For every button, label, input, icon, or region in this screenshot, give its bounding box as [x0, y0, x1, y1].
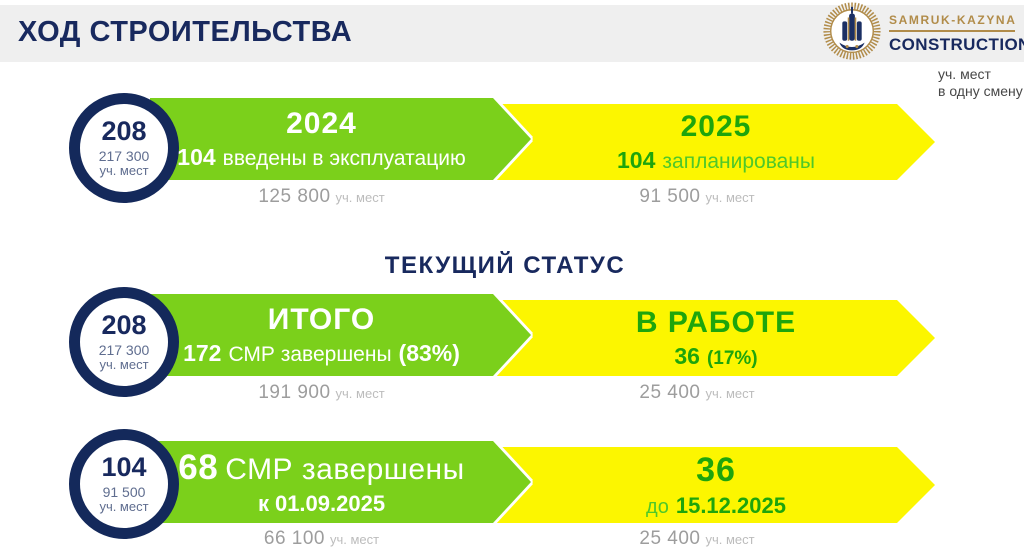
green-arrow-completed [150, 441, 531, 523]
yellow-arrow-text-row1: 2025 104 запланированы [497, 104, 935, 180]
green-deadline-date: 01.09.2025 [274, 490, 386, 516]
yellow-deadline-date: 15.12.2025 [675, 493, 786, 518]
green-title-row3: 68 СМР завершены [178, 448, 464, 488]
yellow-arrow-deadline [497, 447, 935, 523]
green-deadline-prefix: к [257, 490, 269, 516]
caption-unit: уч. мест [335, 190, 385, 205]
yellow-deadline-prefix: до [646, 496, 669, 518]
brand-logo: SAMRUK-KAZYNA CONSTRUCTION [889, 13, 1024, 55]
badge-capacity: 217 300 [98, 342, 150, 358]
yellow-percent-row2: (17%) [706, 348, 758, 369]
green-arrow-text-row1: 2024 104 введены в эксплуатацию [150, 98, 493, 180]
caption-unit: уч. мест [330, 532, 380, 547]
green-caption-row1: 125 800 уч. мест [150, 186, 493, 208]
yellow-deadline-row3: до 15.12.2025 [646, 493, 786, 519]
section-heading: ТЕКУЩИЙ СТАТУС [384, 252, 626, 279]
green-title-row2: ИТОГО [267, 303, 376, 336]
green-count-row2: 172 [183, 340, 222, 366]
green-label-row1: введены в эксплуатацию [222, 147, 466, 170]
green-arrow-2024 [150, 98, 531, 180]
caption-unit: уч. мест [705, 190, 755, 205]
badge-capacity: 217 300 [98, 148, 150, 164]
unit-note-line2: в одну смену [938, 83, 1023, 99]
yellow-count-row1: 104 [617, 147, 656, 173]
yellow-title-row1: 2025 [680, 110, 752, 143]
capacity-badge-row2: 208 217 300 уч. мест [69, 287, 179, 397]
yellow-caption-row2: 25 400 уч. мест [497, 382, 897, 404]
yellow-label-row1: запланированы [662, 150, 815, 173]
caption-unit: уч. мест [335, 386, 385, 401]
page-title: ХОД СТРОИТЕЛЬСТВА [18, 16, 353, 48]
yellow-arrow-in-progress [497, 300, 935, 376]
badge-unit: уч. мест [99, 357, 149, 373]
yellow-caption-row1: 91 500 уч. мест [497, 186, 897, 208]
unit-note: уч. мест в одну смену [938, 66, 1023, 100]
yellow-caption-row3: 25 400 уч. мест [497, 528, 897, 550]
caption-value: 25 400 [639, 528, 701, 549]
caption-value: 191 900 [258, 382, 331, 403]
capacity-badge-row3: 104 91 500 уч. мест [69, 429, 179, 539]
badge-number: 104 [101, 452, 147, 483]
caption-unit: уч. мест [705, 532, 755, 547]
yellow-subtitle-row2: 36 (17%) [674, 343, 757, 370]
yellow-count-row3: 36 [696, 451, 736, 489]
yellow-subtitle-row1: 104 запланированы [617, 147, 815, 174]
brand-name: SAMRUK-KAZYNA [889, 13, 1015, 32]
badge-unit: уч. мест [99, 499, 149, 515]
samruk-kazyna-emblem-icon [823, 2, 881, 60]
yellow-title-row2: В РАБОТЕ [635, 306, 797, 339]
green-arrow-text-row2: ИТОГО 172 СМР завершены (83%) [150, 294, 493, 376]
green-caption-row2: 191 900 уч. мест [150, 382, 493, 404]
caption-value: 91 500 [639, 186, 701, 207]
caption-unit: уч. мест [705, 386, 755, 401]
badge-number: 208 [101, 116, 147, 147]
green-subtitle-row1: 104 введены в эксплуатацию [177, 144, 465, 171]
green-title-row1: 2024 [286, 107, 357, 140]
green-arrow-total [150, 294, 531, 376]
caption-value: 25 400 [639, 382, 701, 403]
green-deadline-row3: к 01.09.2025 [258, 491, 385, 517]
green-percent-row2: (83%) [398, 340, 460, 366]
badge-capacity: 91 500 [102, 484, 146, 500]
green-count-row3: 68 [178, 447, 219, 487]
green-label-row3: СМР завершены [225, 452, 465, 486]
yellow-count-row2: 36 [674, 343, 700, 369]
green-count-row1: 104 [177, 144, 216, 170]
yellow-arrow-text-row2: В РАБОТЕ 36 (17%) [497, 300, 935, 376]
brand-subname: CONSTRUCTION [889, 35, 1024, 54]
yellow-arrow-text-row3: 36 до 15.12.2025 [497, 447, 935, 523]
yellow-arrow-2025 [497, 104, 935, 180]
badge-unit: уч. мест [99, 163, 149, 179]
caption-value: 125 800 [258, 186, 331, 207]
green-caption-row3: 66 100 уч. мест [150, 528, 493, 550]
green-subtitle-row2: 172 СМР завершены (83%) [183, 340, 460, 367]
unit-note-line1: уч. мест [938, 66, 991, 82]
caption-value: 66 100 [263, 528, 325, 549]
green-label-row2: СМР завершены [228, 343, 392, 366]
capacity-badge-row1: 208 217 300 уч. мест [69, 93, 179, 203]
green-arrow-text-row3: 68 СМР завершены к 01.09.2025 [150, 441, 493, 523]
badge-number: 208 [101, 310, 147, 341]
